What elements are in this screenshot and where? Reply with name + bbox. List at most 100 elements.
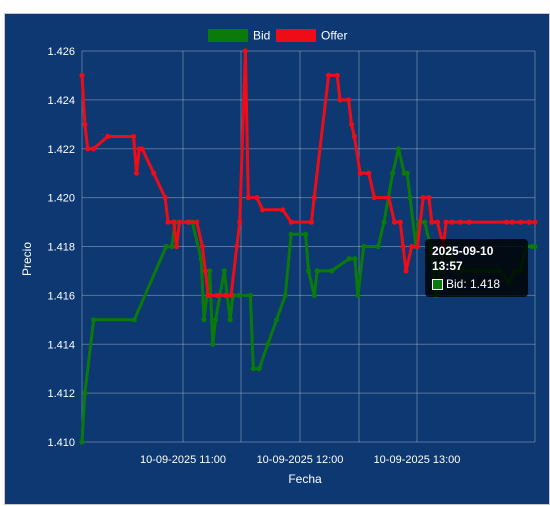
data-point[interactable] <box>174 243 180 250</box>
data-point[interactable] <box>151 170 157 176</box>
data-point[interactable] <box>236 292 242 298</box>
data-point[interactable] <box>260 207 266 213</box>
data-point[interactable] <box>390 170 396 176</box>
data-point[interactable] <box>207 268 213 274</box>
data-point[interactable] <box>357 170 363 176</box>
data-point[interactable] <box>288 231 294 237</box>
data-point[interactable] <box>404 170 410 176</box>
data-point[interactable] <box>247 292 253 298</box>
data-point[interactable] <box>90 146 97 152</box>
data-point[interactable] <box>509 219 515 225</box>
data-point[interactable] <box>245 195 251 201</box>
data-point[interactable] <box>348 121 355 127</box>
data-point[interactable] <box>395 146 402 152</box>
data-point[interactable] <box>346 256 352 262</box>
data-point[interactable] <box>213 317 219 323</box>
data-point[interactable] <box>397 219 403 225</box>
data-point[interactable] <box>434 219 441 225</box>
data-point[interactable] <box>79 439 85 445</box>
data-point[interactable] <box>228 292 234 298</box>
data-point[interactable] <box>311 292 317 298</box>
data-point[interactable] <box>242 48 248 54</box>
data-point[interactable] <box>371 195 377 201</box>
data-point[interactable] <box>346 97 352 103</box>
data-point[interactable] <box>352 256 358 262</box>
data-point[interactable] <box>386 195 392 201</box>
legend-offer-label[interactable]: Offer <box>321 29 347 43</box>
data-point[interactable] <box>82 121 88 127</box>
data-point[interactable] <box>355 292 361 298</box>
legend[interactable]: Bid Offer <box>208 29 347 43</box>
data-point[interactable] <box>250 366 256 372</box>
data-point[interactable] <box>314 268 320 274</box>
data-point[interactable] <box>303 231 309 237</box>
data-point[interactable] <box>305 268 312 274</box>
data-point[interactable] <box>171 219 177 225</box>
data-point[interactable] <box>82 390 88 396</box>
data-point[interactable] <box>227 317 233 323</box>
data-point[interactable] <box>282 292 288 298</box>
data-point[interactable] <box>429 219 435 225</box>
data-point[interactable] <box>133 170 140 176</box>
data-point[interactable] <box>162 195 168 201</box>
data-point[interactable] <box>326 72 332 78</box>
data-point[interactable] <box>457 219 464 225</box>
data-point[interactable] <box>288 219 294 225</box>
data-point[interactable] <box>443 219 449 225</box>
data-point[interactable] <box>466 219 472 225</box>
data-point[interactable] <box>199 243 205 250</box>
data-point[interactable] <box>532 243 538 250</box>
data-point[interactable] <box>311 195 317 201</box>
data-point[interactable] <box>420 195 426 201</box>
data-point[interactable] <box>254 195 260 201</box>
data-point[interactable] <box>366 170 372 176</box>
data-point[interactable] <box>518 219 524 225</box>
legend-offer-swatch[interactable] <box>276 29 316 42</box>
data-point[interactable] <box>222 292 228 298</box>
data-point[interactable] <box>185 219 191 225</box>
legend-bid-label[interactable]: Bid <box>253 29 270 43</box>
data-point[interactable] <box>329 268 335 274</box>
data-point[interactable] <box>169 243 175 250</box>
data-point[interactable] <box>165 219 171 225</box>
data-point[interactable] <box>214 292 220 298</box>
data-point[interactable] <box>503 219 509 225</box>
data-point[interactable] <box>237 219 243 225</box>
data-point[interactable] <box>414 243 420 250</box>
data-point[interactable] <box>256 366 262 372</box>
data-point[interactable] <box>526 219 532 225</box>
data-point[interactable] <box>131 133 137 140</box>
data-point[interactable] <box>234 243 240 250</box>
data-point[interactable] <box>221 268 227 274</box>
data-point[interactable] <box>176 219 183 225</box>
data-point[interactable] <box>201 317 207 323</box>
data-point[interactable] <box>205 292 211 298</box>
data-point[interactable] <box>532 219 538 225</box>
legend-bid-swatch[interactable] <box>208 29 248 42</box>
data-point[interactable] <box>280 207 286 213</box>
data-point[interactable] <box>375 243 381 250</box>
data-point[interactable] <box>361 243 367 250</box>
data-point[interactable] <box>308 219 314 225</box>
data-point[interactable] <box>351 133 357 140</box>
data-point[interactable] <box>202 268 208 274</box>
data-point[interactable] <box>337 97 343 103</box>
data-point[interactable] <box>194 219 200 225</box>
data-point[interactable] <box>163 243 169 250</box>
data-point[interactable] <box>426 195 432 201</box>
data-point[interactable] <box>210 341 216 347</box>
data-point[interactable] <box>79 72 85 78</box>
data-point[interactable] <box>400 243 406 250</box>
data-point[interactable] <box>131 317 137 323</box>
data-point[interactable] <box>139 146 145 152</box>
data-point[interactable] <box>409 243 415 250</box>
data-point[interactable] <box>265 341 271 347</box>
data-point[interactable] <box>105 133 111 140</box>
data-point[interactable] <box>403 268 409 274</box>
data-point[interactable] <box>274 317 280 323</box>
data-point[interactable] <box>334 72 340 78</box>
data-point[interactable] <box>381 219 387 225</box>
data-point[interactable] <box>91 317 97 323</box>
data-point[interactable] <box>407 195 413 201</box>
data-point[interactable] <box>449 219 455 225</box>
